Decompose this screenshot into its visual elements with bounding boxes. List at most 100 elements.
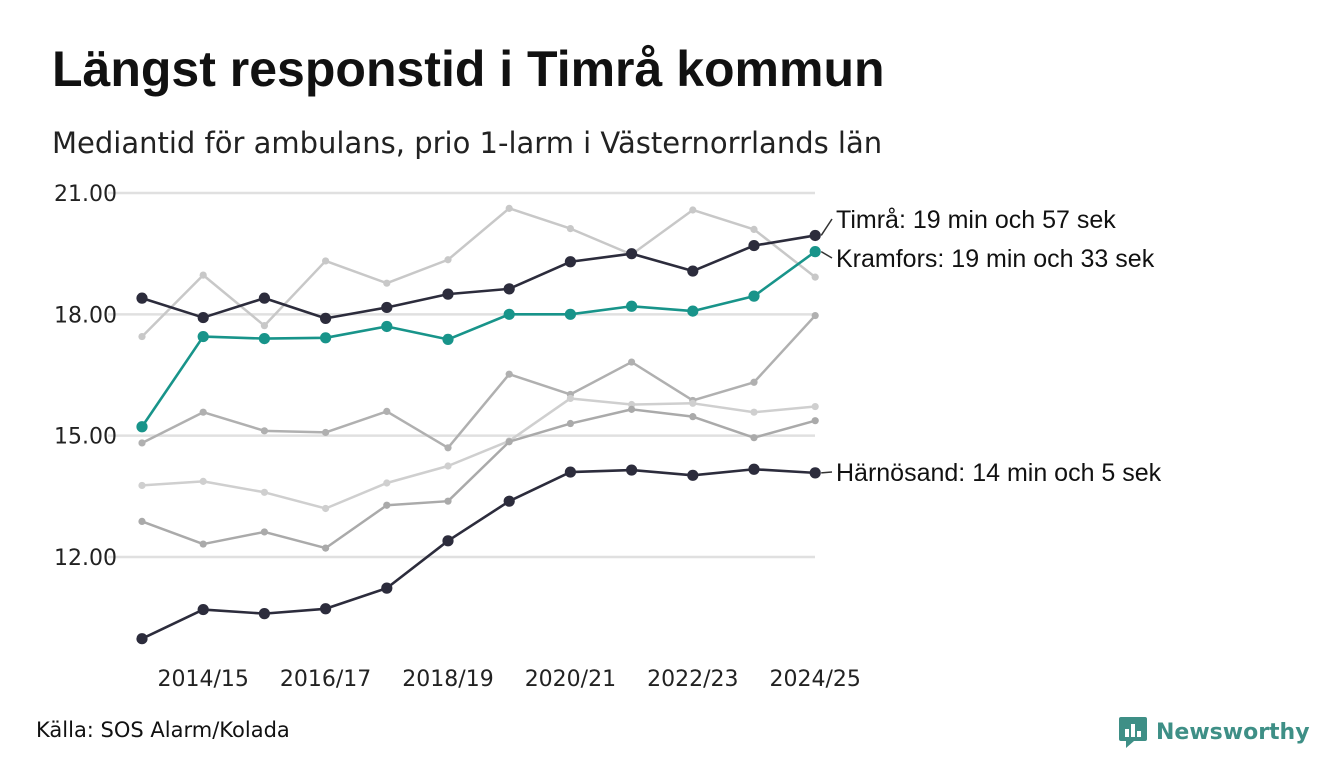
- data-point-background: [322, 257, 330, 265]
- data-point-harnosand: [503, 495, 515, 507]
- data-point-background: [199, 271, 207, 279]
- data-point-harnosand: [258, 608, 270, 620]
- series-line-background: [141, 408, 816, 550]
- data-point-harnosand: [442, 535, 454, 547]
- series-label-kramfors: Kramfors: 19 min och 33 sek: [836, 245, 1155, 273]
- data-point-background: [444, 256, 452, 264]
- data-point-timra: [564, 256, 577, 268]
- series-label-timra: Timrå: 19 min och 57 sek: [836, 206, 1116, 234]
- series-line-background: [141, 397, 816, 510]
- data-point-kramfors: [809, 246, 821, 258]
- x-tick-label: 2014/15: [157, 667, 248, 692]
- data-point-timra: [197, 311, 209, 324]
- data-point-background: [689, 399, 697, 407]
- data-point-kramfors: [503, 308, 515, 320]
- data-point-background: [689, 413, 697, 421]
- data-point-kramfors: [564, 308, 577, 320]
- data-point-harnosand: [197, 603, 209, 616]
- data-point-background: [566, 394, 575, 403]
- label-connector-kramfors: [820, 250, 833, 259]
- data-point-kramfors: [381, 320, 393, 333]
- data-point-kramfors: [258, 333, 270, 345]
- data-point-harnosand: [136, 633, 148, 645]
- y-tick-label: 18.00: [54, 303, 117, 328]
- data-point-timra: [381, 301, 393, 314]
- data-point-background: [628, 405, 636, 413]
- line-chart: 12.00 15.00 18.00 21.00 2014/15 2016/17 2018/1…: [54, 182, 1162, 692]
- data-point-harnosand: [687, 469, 699, 481]
- data-point-background: [811, 273, 819, 281]
- data-point-timra: [258, 292, 270, 304]
- data-point-background: [383, 279, 391, 287]
- data-point-harnosand: [809, 467, 821, 479]
- y-tick-label: 12.00: [54, 546, 117, 571]
- data-point-background: [260, 488, 268, 496]
- data-point-harnosand: [626, 464, 638, 476]
- x-tick-label: 2020/21: [525, 667, 616, 692]
- data-point-background: [750, 434, 758, 442]
- x-tick-label: 2018/19: [402, 667, 493, 692]
- data-point-background: [444, 462, 452, 470]
- data-point-background: [199, 408, 207, 416]
- data-point-harnosand: [564, 466, 577, 478]
- data-point-background: [505, 438, 513, 446]
- series-line-timra: [141, 234, 816, 320]
- x-tick-label: 2024/25: [769, 667, 860, 692]
- data-point-background: [566, 224, 575, 233]
- data-point-background: [750, 378, 758, 386]
- data-point-background: [750, 225, 758, 233]
- source-note: Källa: SOS Alarm/Kolada: [36, 718, 290, 742]
- data-point-background: [138, 332, 146, 341]
- label-connector-timra: [820, 218, 833, 236]
- x-tick-label: 2022/23: [647, 667, 738, 692]
- data-point-background: [505, 204, 513, 212]
- data-point-background: [811, 417, 819, 425]
- data-point-timra: [136, 292, 148, 304]
- series-line-background: [141, 314, 817, 450]
- data-point-kramfors: [320, 332, 332, 344]
- data-point-background: [628, 358, 636, 366]
- data-point-background: [383, 501, 391, 509]
- series-line-background: [141, 207, 816, 338]
- data-point-kramfors: [197, 330, 209, 343]
- data-point-background: [260, 322, 268, 330]
- y-tick-label: 21.00: [54, 182, 117, 207]
- data-point-timra: [809, 229, 821, 242]
- data-point-background: [322, 428, 330, 437]
- y-tick-label: 15.00: [54, 425, 117, 450]
- label-connector-harnosand: [821, 471, 833, 474]
- data-point-kramfors: [442, 333, 454, 346]
- data-point-background: [444, 444, 452, 452]
- data-point-background: [811, 311, 819, 320]
- data-point-timra: [320, 312, 332, 324]
- data-point-timra: [687, 265, 699, 277]
- brand: Newsworthy: [1118, 712, 1310, 752]
- brand-logo-icon: [1119, 717, 1147, 748]
- data-point-background: [505, 370, 513, 378]
- data-point-background: [811, 402, 819, 411]
- chart-subtitle: Mediantid för ambulans, prio 1-larm i Vä…: [52, 126, 883, 160]
- data-point-harnosand: [748, 463, 760, 475]
- data-point-background: [199, 540, 207, 548]
- data-point-kramfors: [687, 305, 699, 317]
- data-point-kramfors: [748, 290, 760, 302]
- data-point-timra: [442, 288, 454, 300]
- data-point-background: [444, 497, 452, 505]
- data-point-harnosand: [381, 582, 393, 594]
- data-point-timra: [626, 248, 638, 260]
- x-tick-label: 2016/17: [280, 667, 371, 692]
- data-point-timra: [748, 239, 760, 252]
- data-point-background: [322, 504, 330, 513]
- data-point-background: [260, 528, 268, 536]
- data-point-harnosand: [320, 603, 332, 615]
- data-point-background: [383, 479, 391, 487]
- data-point-background: [138, 481, 146, 490]
- data-point-background: [566, 419, 575, 428]
- data-point-background: [322, 544, 330, 552]
- data-point-background: [689, 206, 697, 214]
- data-point-background: [750, 408, 758, 416]
- data-point-background: [260, 427, 268, 435]
- data-point-timra: [503, 283, 515, 295]
- chart-title: Längst responstid i Timrå kommun: [52, 41, 885, 97]
- data-point-kramfors: [136, 421, 148, 433]
